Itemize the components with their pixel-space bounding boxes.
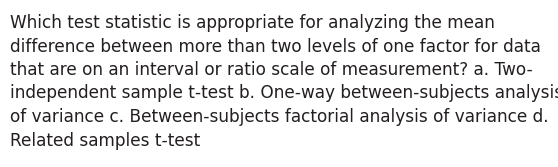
Text: difference between more than two levels of one factor for data: difference between more than two levels …: [10, 38, 541, 55]
Text: that are on an interval or ratio scale of measurement? a. Two-: that are on an interval or ratio scale o…: [10, 61, 533, 79]
Text: Related samples t-test: Related samples t-test: [10, 131, 200, 149]
Text: of variance c. Between-subjects factorial analysis of variance d.: of variance c. Between-subjects factoria…: [10, 108, 549, 126]
Text: Which test statistic is appropriate for analyzing the mean: Which test statistic is appropriate for …: [10, 14, 495, 32]
Text: independent sample t-test b. One-way between-subjects analysis: independent sample t-test b. One-way bet…: [10, 85, 558, 103]
